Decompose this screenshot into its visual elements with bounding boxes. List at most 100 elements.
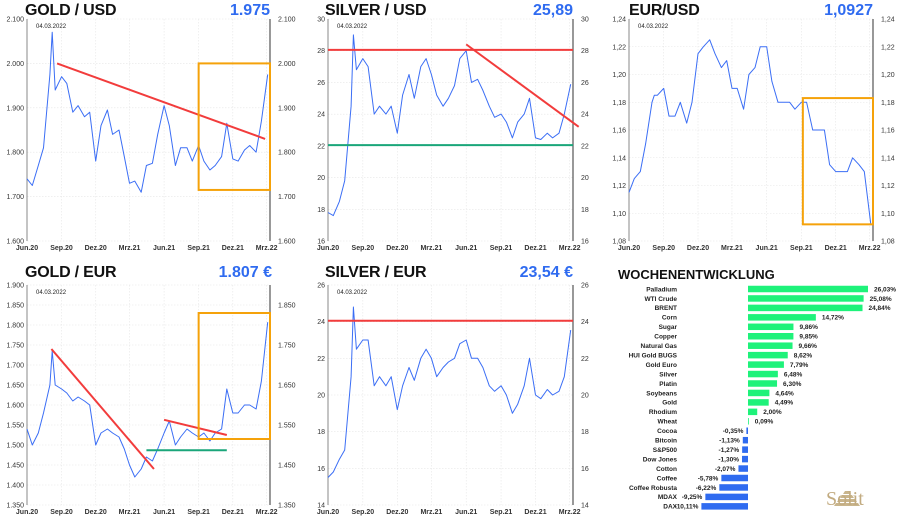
y-tick-label-right: 22	[581, 143, 589, 150]
bar	[742, 436, 748, 444]
bar-category-label: Platin	[659, 381, 677, 388]
solit-logo-icon	[834, 491, 860, 506]
highlight-box	[801, 97, 875, 226]
bar-value-label: -1,13%	[719, 438, 740, 445]
x-tick-label: Dez.20	[687, 245, 709, 252]
y-tick-label-right: 1,20	[881, 72, 895, 79]
bar	[748, 399, 769, 406]
bar	[701, 503, 748, 510]
x-tick-label: Jun.21	[455, 245, 477, 252]
x-tick-label: Sep.20	[352, 245, 375, 252]
y-tick-label-right: 1,24	[881, 17, 895, 24]
x-tick-label: Jun.21	[153, 509, 175, 516]
bar-chart-title: WOCHENENTWICKLUNG	[618, 267, 775, 282]
bar-category-label: BRENT	[655, 305, 677, 312]
x-tick-label: Mrz.22	[559, 245, 581, 252]
y-tick-label-right: 18	[581, 429, 589, 436]
y-tick-label-left: 1.400	[6, 483, 24, 490]
bar-value-label: 9,86%	[799, 324, 818, 331]
y-tick-label-left: 1.900	[6, 105, 24, 112]
date-stamp: 04.03.2022	[337, 290, 368, 296]
chart-svg: 16 18 20 22 24 26 28 30 16 18 20 22 24 26 28 30 Jun.20 Se…	[317, 17, 589, 253]
bar-category-label: Rhodium	[649, 409, 677, 416]
x-tick-label: Sep.21	[790, 245, 813, 252]
trend-line	[56, 62, 266, 140]
y-tick-label-left: 20	[317, 393, 325, 400]
x-tick-label: Sep.20	[652, 245, 675, 252]
y-tick-label-left: 22	[317, 143, 325, 150]
x-tick-label: Mrz.22	[859, 245, 881, 252]
bar	[705, 493, 748, 501]
current-value: 1.807 €	[218, 264, 272, 281]
bar-category-label: Corn	[662, 315, 677, 322]
y-tick-label-left: 1,18	[612, 100, 626, 107]
bar	[748, 314, 816, 321]
bar-category-label: Natural Gas	[641, 343, 678, 350]
x-tick-label: Mrz.21	[721, 245, 743, 252]
x-tick-label: Mrz.21	[420, 509, 442, 516]
y-tick-label-left: 1,24	[612, 17, 626, 24]
y-tick-label-right: 1.750	[278, 343, 296, 350]
y-tick-label-left: 1.800	[6, 323, 24, 330]
bar-value-label: 6,30%	[783, 381, 802, 388]
bar	[748, 323, 794, 331]
price-line	[26, 322, 269, 478]
y-tick-label-right: 1,10	[881, 211, 895, 218]
y-tick-label-right: 1.600	[278, 239, 296, 246]
y-tick-label-left: 1.600	[6, 239, 24, 246]
bar-category-label: Gold Euro	[646, 362, 677, 369]
x-tick-label: Sep.20	[50, 245, 73, 252]
trend-line	[50, 348, 155, 470]
x-tick-label: Dez.21	[222, 509, 244, 516]
x-tick-label: Dez.20	[386, 509, 408, 516]
bar-value-label: 26,03%	[874, 286, 896, 293]
x-tick-label: Sep.21	[187, 245, 210, 252]
bar-category-label: HUI Gold BUGS	[629, 352, 678, 359]
y-tick-label-right: 20	[581, 175, 589, 182]
y-tick-label-left: 1,20	[612, 72, 626, 79]
bar-category-label: Cocoa	[657, 428, 677, 435]
chart-svg: 1,08 1,10 1,12 1,14 1,16 1,18 1,20 1,22 1,24 1,08…	[612, 17, 895, 253]
x-tick-label: Sep.20	[352, 509, 375, 516]
x-tick-label: Jun.21	[153, 245, 175, 252]
y-tick-label-right: 26	[581, 80, 589, 87]
x-tick-label: Jun.20	[16, 245, 38, 252]
x-tick-label: Dez.20	[85, 509, 107, 516]
x-tick-label: Jun.20	[16, 509, 38, 516]
y-tick-label-right: 30	[581, 17, 589, 24]
bar-category-label: Dow Jones	[643, 456, 678, 463]
x-tick-label: Dez.21	[222, 245, 244, 252]
x-tick-label: Dez.21	[825, 245, 847, 252]
chart-gold-eur: GOLD / EUR 1.807 € 1.350 1.400 1.450 1.500 1…	[0, 262, 300, 523]
x-tick-label: Jun.21	[455, 509, 477, 516]
x-tick-label: Sep.21	[490, 509, 513, 516]
current-value: 23,54 €	[519, 264, 573, 281]
chart-silver-usd: SILVER / USD 25,89 16 18 20 22 24 26 28 30 16 18 2…	[300, 0, 600, 261]
y-tick-label-right: 28	[581, 48, 589, 55]
bar	[748, 408, 758, 416]
trend-line	[163, 418, 228, 436]
bar	[748, 304, 863, 312]
bar	[748, 370, 778, 378]
chart-title: SILVER / USD	[325, 2, 427, 19]
bar	[719, 484, 748, 491]
y-tick-label-right: 1,18	[881, 100, 895, 107]
x-tick-label: Mrz.22	[256, 245, 278, 252]
y-tick-label-right: 18	[581, 207, 589, 214]
bar-value-label: -0,35%	[723, 428, 744, 435]
y-tick-label-left: 1.500	[6, 443, 24, 450]
bar-category-label: Palladium	[646, 286, 677, 293]
chart-title: GOLD / EUR	[25, 264, 117, 281]
date-stamp: 04.03.2022	[36, 290, 67, 296]
y-tick-label-left: 1.550	[6, 423, 24, 430]
bar-value-label: -1,30%	[718, 456, 739, 463]
y-tick-label-left: 26	[317, 80, 325, 87]
y-tick-label-right: 1,22	[881, 44, 895, 51]
chart-silver-eur: SILVER / EUR 23,54 € 14 16 18 20 22 24 26 14 16 1…	[300, 262, 600, 523]
bar-value-label: 0,09%	[755, 419, 774, 426]
bar	[746, 427, 748, 434]
y-tick-label-left: 16	[317, 239, 325, 246]
y-tick-label-left: 1.850	[6, 303, 24, 310]
bar-category-label: S&P500	[653, 447, 678, 454]
x-tick-label: Dez.21	[524, 245, 546, 252]
